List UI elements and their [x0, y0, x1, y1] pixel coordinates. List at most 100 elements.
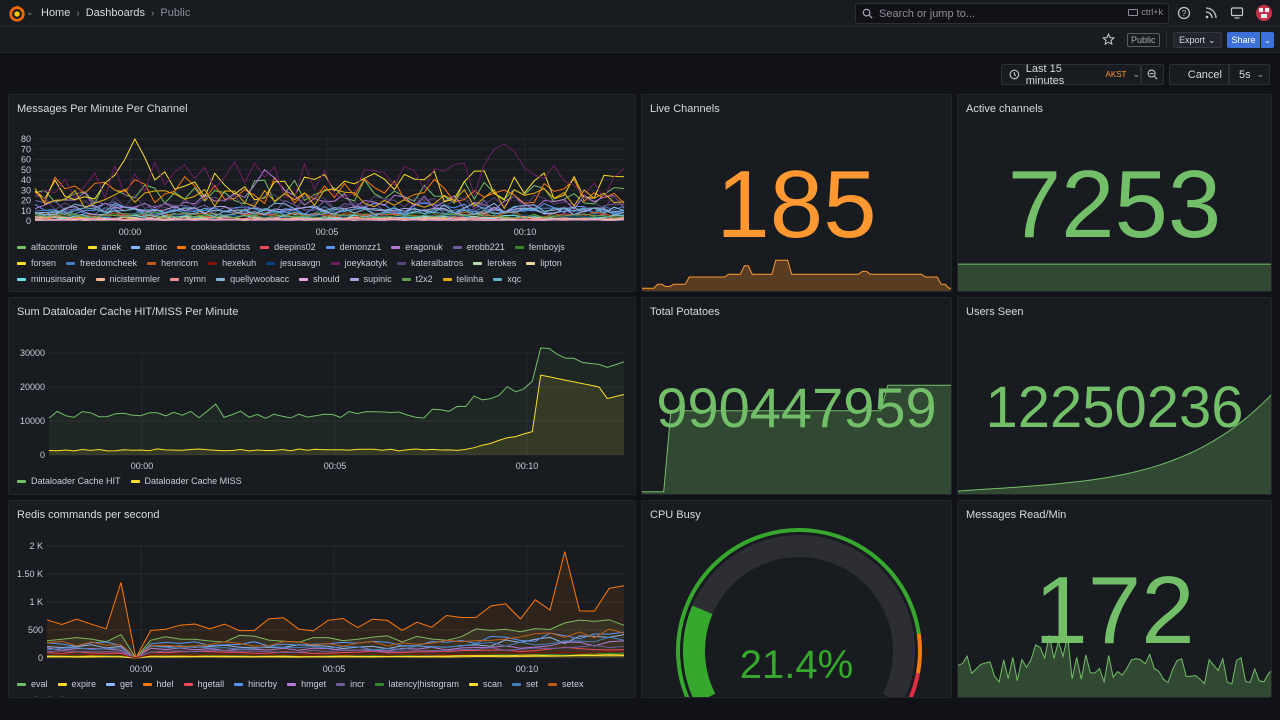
- legend-label: lipton: [540, 258, 562, 268]
- panel-title: Total Potatoes: [650, 306, 720, 318]
- legend-item[interactable]: anek: [87, 240, 121, 254]
- legend-label: jesusavgn: [280, 258, 321, 268]
- stat-value: 7253: [1007, 151, 1222, 258]
- legend-item[interactable]: nicistemmler: [95, 272, 160, 286]
- messages-series-line: [34, 213, 625, 219]
- legend-swatch: [170, 277, 180, 281]
- rss-feed-icon[interactable]: [1204, 6, 1218, 20]
- breadcrumb-home[interactable]: Home: [41, 7, 71, 19]
- legend-item[interactable]: should: [299, 272, 340, 286]
- search-box[interactable]: ctrl+k: [855, 3, 1169, 24]
- legend-item[interactable]: supinic: [349, 272, 392, 286]
- legend-item[interactable]: quellywoobacc: [216, 272, 289, 286]
- chevron-down-icon[interactable]: ⌄: [26, 7, 34, 17]
- legend-item[interactable]: hexekuh: [208, 256, 256, 270]
- panel-live-channels[interactable]: Live Channels 185: [641, 94, 952, 292]
- time-range-picker[interactable]: Last 15 minutes AKST ⌄: [1001, 63, 1141, 87]
- breadcrumb: Home › Dashboards › Public: [41, 7, 190, 19]
- legend-item[interactable]: Dataloader Cache HIT: [17, 474, 121, 488]
- legend-item[interactable]: telinha: [442, 272, 483, 286]
- panel-title: CPU Busy: [650, 509, 701, 521]
- stat-value: 172: [1034, 557, 1195, 664]
- legend-item[interactable]: t2x2: [401, 272, 433, 286]
- panel-messages-per-minute[interactable]: Messages Per Minute Per Channel 80 70 60 50…: [8, 94, 636, 292]
- cache-timeseries-chart: 30000 20000 10000 0 00:00 00:05 00:10: [20, 347, 625, 471]
- dashboard-toolbar: [0, 27, 1280, 53]
- legend-item[interactable]: lipton: [526, 256, 562, 270]
- panel-active-channels[interactable]: Active channels 7253: [957, 94, 1272, 292]
- legend-label: quellywoobacc: [230, 274, 290, 284]
- legend-item[interactable]: cookieaddictss: [177, 240, 250, 254]
- legend-item[interactable]: hincrby: [234, 677, 277, 691]
- refresh-interval-picker[interactable]: 5s ⌄: [1229, 64, 1270, 85]
- legend-item[interactable]: slowlog|get: [17, 693, 76, 697]
- cancel-refresh-button[interactable]: Cancel: [1169, 64, 1229, 85]
- legend-item[interactable]: eval: [17, 677, 48, 691]
- legend-swatch: [349, 277, 359, 281]
- legend-swatch: [266, 261, 276, 265]
- legend-item[interactable]: nymn: [170, 272, 206, 286]
- legend-item[interactable]: forsen: [17, 256, 56, 270]
- legend-item[interactable]: xqc: [493, 272, 521, 286]
- share-dropdown-chevron-icon[interactable]: ⌄: [1261, 32, 1274, 48]
- panel-total-potatoes[interactable]: Total Potatoes 990447959: [641, 297, 952, 495]
- legend-item[interactable]: atrioc: [131, 240, 167, 254]
- help-icon[interactable]: ?: [1177, 6, 1191, 20]
- messages-series-line: [34, 169, 625, 211]
- y-tick-label: 0: [38, 653, 43, 663]
- chart-legend: alfacontrole anek atrioc cookieaddictss deep…: [17, 240, 607, 286]
- legend-item[interactable]: kateralbatros: [397, 256, 463, 270]
- search-input[interactable]: [879, 7, 1109, 20]
- legend-label: femboyjs: [528, 242, 565, 252]
- zoom-out-button[interactable]: [1141, 64, 1164, 85]
- legend-item[interactable]: set: [512, 677, 538, 691]
- legend-item[interactable]: joeykaotyk: [330, 256, 388, 270]
- legend-item[interactable]: demonzz1: [325, 240, 381, 254]
- y-tick-label: 40: [21, 175, 31, 185]
- legend-label: incr: [350, 679, 365, 689]
- legend-item[interactable]: erobb221: [452, 240, 505, 254]
- legend-item[interactable]: jesusavgn: [266, 256, 321, 270]
- legend-label: joeykaotyk: [344, 258, 388, 268]
- legend-item[interactable]: Dataloader Cache MISS: [130, 474, 242, 488]
- legend-item[interactable]: eragonuk: [391, 240, 443, 254]
- legend-swatch: [442, 277, 452, 281]
- panel-redis-commands[interactable]: Redis commands per second 2 K 1.50 K 1 K 50…: [8, 500, 636, 698]
- legend-item[interactable]: hmget: [287, 677, 326, 691]
- panel-messages-read[interactable]: Messages Read/Min 172: [957, 500, 1272, 698]
- legend-item[interactable]: scan: [469, 677, 502, 691]
- legend-item[interactable]: minusinsanity: [17, 272, 86, 286]
- legend-item[interactable]: incr: [336, 677, 365, 691]
- redis-series-line: [46, 654, 625, 659]
- legend-item[interactable]: alfacontrole: [17, 240, 78, 254]
- monitor-icon[interactable]: [1230, 6, 1244, 20]
- y-tick-label: 0: [26, 216, 31, 226]
- grafana-logo-icon[interactable]: [8, 5, 26, 23]
- legend-item[interactable]: hgetall: [183, 677, 224, 691]
- legend-item[interactable]: setex: [548, 677, 584, 691]
- user-avatar[interactable]: [1256, 5, 1272, 21]
- breadcrumb-dashboards[interactable]: Dashboards: [85, 7, 146, 19]
- legend-item[interactable]: lerokes: [473, 256, 516, 270]
- legend-item[interactable]: expire: [57, 677, 96, 691]
- panel-dataloader-cache[interactable]: Sum Dataloader Cache HIT/MISS Per Minute…: [8, 297, 636, 495]
- export-button[interactable]: Export ⌄: [1173, 32, 1222, 48]
- legend-item[interactable]: deepins02: [260, 240, 316, 254]
- star-icon[interactable]: [1102, 33, 1115, 46]
- panel-cpu-busy[interactable]: CPU Busy 21.4%: [641, 500, 952, 698]
- share-button[interactable]: Share: [1227, 32, 1260, 48]
- legend-label: get: [120, 679, 133, 689]
- panel-title: Active channels: [966, 103, 1044, 115]
- legend-item[interactable]: femboyjs: [514, 240, 565, 254]
- panel-users-seen[interactable]: Users Seen 12250236: [957, 297, 1272, 495]
- legend-item[interactable]: henricom: [147, 256, 198, 270]
- legend-item[interactable]: hdel: [142, 677, 174, 691]
- legend-item[interactable]: freedomcheek: [66, 256, 137, 270]
- sparkline-area: [642, 260, 951, 291]
- legend-swatch: [260, 245, 270, 249]
- legend-item[interactable]: get: [106, 677, 133, 691]
- total-potatoes-sparkline: [642, 384, 951, 494]
- legend-label: hmget: [301, 679, 327, 689]
- public-badge: Public: [1127, 33, 1160, 47]
- legend-item[interactable]: latency|histogram: [374, 677, 459, 691]
